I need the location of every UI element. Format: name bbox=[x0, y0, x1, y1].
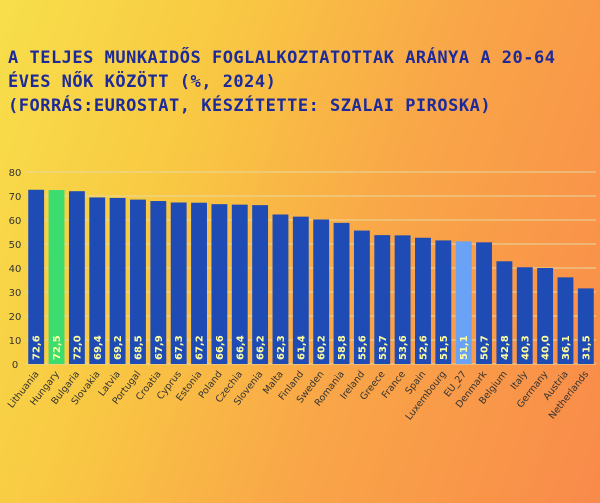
data-label: 66,2 bbox=[256, 335, 267, 360]
data-label: 60,2 bbox=[317, 335, 328, 360]
data-label: 36,1 bbox=[561, 335, 572, 360]
data-label: 67,9 bbox=[154, 335, 165, 360]
chart-title: A teljes munkaidős foglalkoztatottak ará… bbox=[8, 46, 598, 118]
bar bbox=[476, 242, 492, 364]
data-label: 66,4 bbox=[235, 335, 246, 360]
bar bbox=[537, 268, 554, 364]
data-label: 53,6 bbox=[398, 335, 409, 360]
data-label: 42,8 bbox=[500, 335, 511, 360]
bar bbox=[333, 222, 350, 364]
bar bbox=[28, 189, 45, 364]
title-line-3: (Forrás:Eurostat, készítette: Szalai Pir… bbox=[8, 96, 492, 116]
data-label: 72,0 bbox=[72, 335, 83, 360]
data-label: 55,6 bbox=[357, 335, 368, 360]
data-label: 52,6 bbox=[418, 335, 429, 360]
title-line-2: éves nők között (%, 2024) bbox=[8, 72, 277, 92]
bar bbox=[130, 199, 146, 364]
data-label: 53,7 bbox=[378, 335, 389, 360]
y-tick-label: 80 bbox=[9, 168, 22, 179]
bar bbox=[353, 230, 370, 364]
bar bbox=[211, 204, 228, 364]
bar bbox=[455, 241, 472, 364]
y-tick-label: 50 bbox=[9, 240, 22, 251]
data-label: 72,6 bbox=[32, 335, 43, 360]
data-label: 69,4 bbox=[93, 335, 104, 360]
data-label: 51,1 bbox=[459, 335, 470, 360]
title-line-1: A teljes munkaidős foglalkoztatottak ará… bbox=[8, 48, 556, 68]
data-label: 62,3 bbox=[276, 335, 287, 360]
bar bbox=[231, 204, 248, 364]
bar bbox=[374, 235, 391, 364]
bar bbox=[496, 261, 513, 364]
bar bbox=[292, 216, 309, 364]
data-label: 40,3 bbox=[520, 335, 531, 360]
bar bbox=[68, 191, 85, 364]
bar bbox=[170, 202, 187, 364]
data-label: 31,5 bbox=[581, 335, 592, 360]
y-tick-label: 30 bbox=[9, 288, 22, 299]
bar bbox=[150, 201, 167, 364]
bar bbox=[516, 267, 533, 364]
bar bbox=[435, 240, 452, 364]
bar bbox=[557, 277, 574, 364]
bar bbox=[191, 202, 207, 364]
y-tick-label: 60 bbox=[9, 216, 22, 227]
bar bbox=[109, 197, 126, 364]
y-tick-label: 70 bbox=[9, 192, 22, 203]
bar bbox=[89, 197, 106, 364]
bar bbox=[272, 214, 289, 364]
data-label: 40,0 bbox=[541, 335, 552, 360]
data-label: 67,2 bbox=[195, 335, 206, 360]
y-tick-label: 0 bbox=[12, 360, 18, 371]
data-label: 50,7 bbox=[480, 335, 491, 360]
data-label: 66,6 bbox=[215, 335, 226, 360]
data-label: 67,3 bbox=[174, 335, 185, 360]
bar bbox=[313, 219, 330, 364]
data-label: 69,2 bbox=[113, 335, 124, 360]
bar bbox=[577, 288, 594, 364]
data-label: 61,4 bbox=[296, 335, 307, 360]
y-tick-label: 20 bbox=[9, 312, 22, 323]
bar bbox=[415, 237, 431, 364]
data-label: 68,5 bbox=[133, 335, 144, 360]
y-tick-label: 10 bbox=[9, 336, 22, 347]
y-tick-label: 40 bbox=[9, 264, 22, 275]
data-label: 51,5 bbox=[439, 335, 450, 360]
data-label: 72,5 bbox=[52, 335, 63, 360]
bar bbox=[394, 235, 411, 364]
bar bbox=[252, 205, 269, 364]
bar bbox=[48, 190, 65, 364]
data-label: 58,8 bbox=[337, 335, 348, 360]
